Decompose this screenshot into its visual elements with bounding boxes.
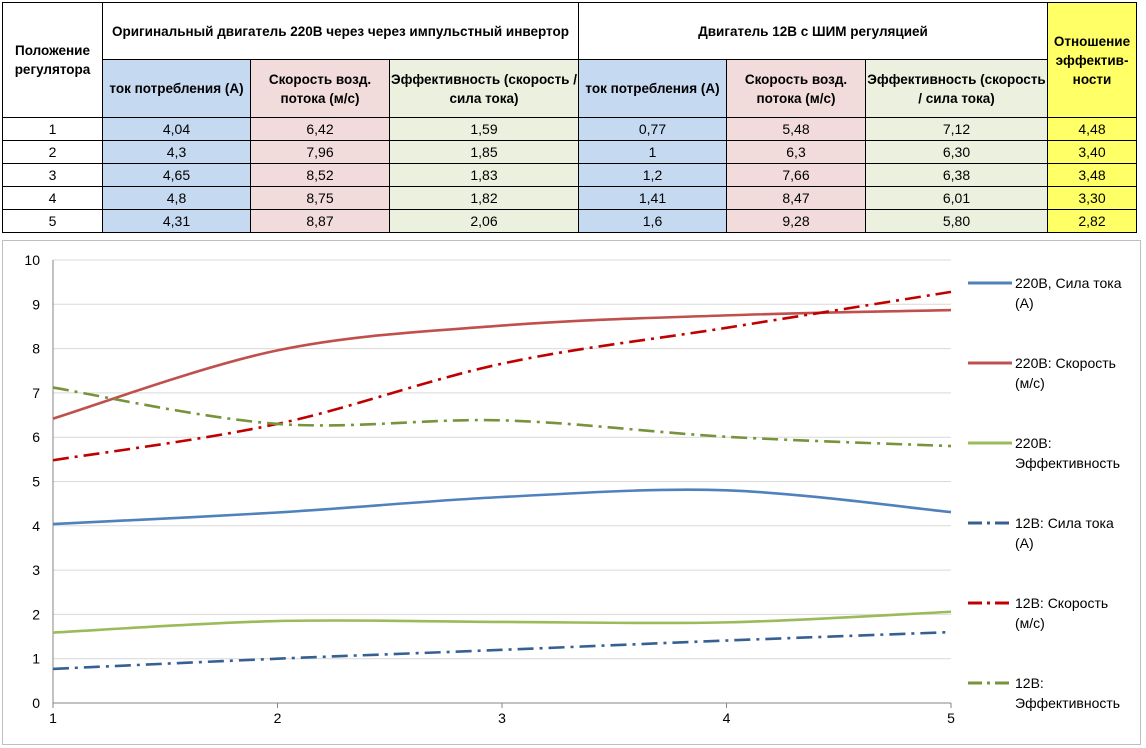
- efficiency-220-cell: 1,82: [389, 186, 579, 210]
- ratio-cell: 3,30: [1047, 186, 1137, 210]
- efficiency-ratio-header: Отношение эффектив-ности: [1047, 2, 1137, 118]
- series-line-2: [52, 308, 952, 420]
- table-body: 1 4,04 6,42 1,59 0,77 5,48 7,12 4,48 2 4,3 7,96 1,8…: [2, 117, 1137, 233]
- legend-label: 12В: Эффективность: [1015, 675, 1120, 711]
- efficiency-220-cell: 1,83: [389, 163, 579, 187]
- series-line-6: [52, 386, 952, 448]
- airflow-12-cell: 6,3: [726, 140, 866, 164]
- current-220-cell: 4,04: [102, 117, 251, 141]
- series-line-1: [52, 488, 952, 526]
- position-cell: 2: [2, 140, 103, 164]
- y-tick-label: 7: [32, 385, 40, 401]
- ratio-cell: 3,40: [1047, 140, 1137, 164]
- current-header-220: ток потребления (А): [102, 59, 251, 118]
- legend-label: 220В: Скорость (м/с): [1015, 355, 1116, 391]
- efficiency-220-cell: 1,85: [389, 140, 579, 164]
- legend-label: 220В, Сила тока (А): [1015, 275, 1122, 311]
- x-tick-label: 1: [49, 710, 57, 726]
- legend-label: 12В: Сила тока (А): [1015, 515, 1114, 551]
- current-header-12: ток потребления (А): [578, 59, 727, 118]
- ratio-cell: 2,82: [1047, 209, 1137, 233]
- efficiency-12-cell: 6,30: [865, 140, 1048, 164]
- efficiency-12-cell: 7,12: [865, 117, 1048, 141]
- x-tick-label: 3: [498, 710, 506, 726]
- airflow-12-cell: 9,28: [726, 209, 866, 233]
- airflow-12-cell: 8,47: [726, 186, 866, 210]
- position-cell: 5: [2, 209, 103, 233]
- y-tick-label: 0: [32, 695, 40, 711]
- y-tick-label: 6: [32, 429, 40, 445]
- position-cell: 1: [2, 117, 103, 141]
- x-tick-label: 5: [947, 710, 955, 726]
- position-header: Положение регулятора: [2, 2, 103, 118]
- airflow-220-cell: 8,52: [250, 163, 390, 187]
- airflow-12-cell: 5,48: [726, 117, 866, 141]
- efficiency-header-220: Эффективность (скорость / сила тока): [389, 59, 579, 118]
- series-line-3: [52, 610, 952, 634]
- series-line-4: [52, 630, 952, 671]
- table-row: 3 4,65 8,52 1,83 1,2 7,66 6,38 3,48: [2, 163, 1137, 187]
- y-tick-label: 3: [32, 562, 40, 578]
- airflow-header-220: Скорость возд. потока (м/с): [250, 59, 390, 118]
- position-cell: 3: [2, 163, 103, 187]
- efficiency-12-cell: 5,80: [865, 209, 1048, 233]
- pwm-motor-header: Двигатель 12В с ШИМ регуляцией: [578, 2, 1048, 60]
- current-220-cell: 4,65: [102, 163, 251, 187]
- current-220-cell: 4,31: [102, 209, 251, 233]
- legend-label: 12В: Скорость (м/с): [1015, 595, 1108, 631]
- table-row: 4 4,8 8,75 1,82 1,41 8,47 6,01 3,30: [2, 186, 1137, 210]
- original-motor-header: Оригинальный двигатель 220В через через …: [102, 2, 579, 60]
- table-row: 5 4,31 8,87 2,06 1,6 9,28 5,80 2,82: [2, 209, 1137, 233]
- y-tick-label: 1: [32, 651, 40, 667]
- airflow-header-12: Скорость возд. потока (м/с): [726, 59, 866, 118]
- ratio-cell: 3,48: [1047, 163, 1137, 187]
- airflow-220-cell: 8,75: [250, 186, 390, 210]
- y-tick-label: 8: [32, 341, 40, 357]
- y-tick-label: 9: [32, 296, 40, 312]
- y-tick-label: 5: [32, 474, 40, 490]
- airflow-12-cell: 7,66: [726, 163, 866, 187]
- current-220-cell: 4,3: [102, 140, 251, 164]
- current-12-cell: 1,41: [578, 186, 727, 210]
- efficiency-220-cell: 2,06: [389, 209, 579, 233]
- airflow-220-cell: 6,42: [250, 117, 390, 141]
- table-row: 1 4,04 6,42 1,59 0,77 5,48 7,12 4,48: [2, 117, 1137, 141]
- efficiency-220-cell: 1,59: [389, 117, 579, 141]
- position-cell: 4: [2, 186, 103, 210]
- airflow-220-cell: 8,87: [250, 209, 390, 233]
- efficiency-header-12: Эффективность (скорость / сила тока): [865, 59, 1048, 118]
- ratio-cell: 4,48: [1047, 117, 1137, 141]
- y-tick-label: 10: [24, 252, 40, 268]
- current-12-cell: 1,6: [578, 209, 727, 233]
- x-tick-label: 4: [723, 710, 731, 726]
- current-12-cell: 1,2: [578, 163, 727, 187]
- comparison-table: Положение регулятора Оригинальный двигат…: [2, 2, 1137, 233]
- current-12-cell: 0,77: [578, 117, 727, 141]
- legend-label: 220В: Эффективность: [1015, 435, 1120, 471]
- table-row: 2 4,3 7,96 1,85 1 6,3 6,30 3,40: [2, 140, 1137, 164]
- y-tick-label: 2: [32, 606, 40, 622]
- series-line-5: [52, 290, 952, 462]
- airflow-220-cell: 7,96: [250, 140, 390, 164]
- efficiency-12-cell: 6,01: [865, 186, 1048, 210]
- x-tick-label: 2: [274, 710, 282, 726]
- current-12-cell: 1: [578, 140, 727, 164]
- y-tick-label: 4: [32, 518, 40, 534]
- line-chart: 0 1 2 3 4 5 6 7 8 9 10 1 2 3 4 5 220В, Сила тока (А) 220В:…: [2, 240, 1141, 745]
- efficiency-12-cell: 6,38: [865, 163, 1048, 187]
- current-220-cell: 4,8: [102, 186, 251, 210]
